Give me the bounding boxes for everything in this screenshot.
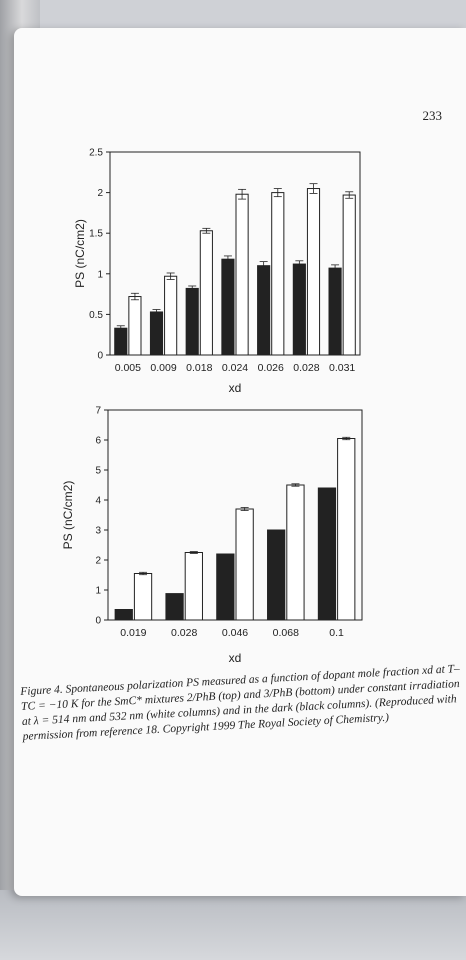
x-axis-label: xd — [229, 381, 242, 395]
bar — [199, 230, 213, 356]
chart-panel-bottom: 0 1 2 3 4 5 6 7 0.019 0.028 0.046 0.068 0.1 xd PS (nC/… — [61, 406, 363, 665]
bar — [271, 192, 285, 356]
y-tick-label: 0.5 — [89, 310, 103, 321]
bar — [184, 552, 203, 621]
bar — [286, 484, 305, 621]
y-tick-label: 4 — [95, 496, 101, 507]
x-tick-label: 0.005 — [115, 362, 141, 374]
bar — [235, 508, 254, 621]
y-tick-label: 7 — [95, 406, 101, 417]
bar — [133, 573, 153, 621]
y-tick-label: 2 — [95, 556, 101, 567]
y-tick-label: 5 — [95, 466, 101, 477]
bar — [267, 529, 286, 621]
page-number: 233 — [422, 108, 443, 123]
bar — [128, 296, 142, 356]
bar — [221, 258, 235, 356]
bar — [328, 267, 342, 356]
y-tick-label: 2 — [97, 188, 103, 199]
y-tick-label: 0 — [95, 616, 101, 627]
bar — [257, 265, 271, 356]
bar — [216, 553, 235, 621]
book-page — [14, 28, 466, 896]
bar — [114, 327, 128, 356]
y-tick-label: 3 — [95, 526, 101, 537]
y-tick-label: 2.5 — [89, 148, 103, 159]
bar — [337, 438, 356, 621]
bar — [235, 193, 249, 356]
bar — [185, 287, 199, 356]
bar — [149, 311, 164, 356]
bar — [165, 593, 184, 621]
y-tick-label: 1 — [97, 269, 103, 280]
bar — [342, 194, 356, 356]
x-tick-label: 0.068 — [273, 627, 299, 639]
x-tick-label: 0.046 — [222, 627, 248, 639]
bar — [317, 487, 337, 621]
bar — [164, 275, 178, 356]
x-tick-label: 0.031 — [329, 362, 355, 374]
plot-frame — [109, 151, 361, 356]
y-tick-label: 0 — [97, 351, 103, 362]
plot-frame — [107, 409, 363, 621]
bar — [114, 609, 133, 621]
x-tick-label: 0.026 — [258, 362, 284, 374]
x-axis-label: xd — [229, 651, 242, 665]
x-tick-label: 0.018 — [186, 362, 212, 374]
table-surface — [0, 890, 466, 960]
bar — [306, 188, 321, 356]
y-tick-label: 6 — [95, 436, 101, 447]
x-tick-label: 0.019 — [120, 627, 146, 639]
x-tick-label: 0.009 — [150, 362, 176, 374]
x-tick-label: 0.1 — [329, 627, 344, 639]
x-tick-label: 0.024 — [222, 362, 248, 374]
bar — [292, 263, 306, 356]
chart-panel-top: 0 0.5 1 1.5 2 2.5 0.005 0.009 0.018 0.024 0.026 0.0… — [73, 148, 361, 395]
x-tick-label: 0.028 — [171, 627, 197, 639]
y-tick-label: 1.5 — [89, 229, 103, 240]
y-axis-label: PS (nC/cm2) — [73, 219, 87, 288]
y-axis-label: PS (nC/cm2) — [61, 481, 75, 550]
x-tick-label: 0.028 — [293, 362, 319, 374]
y-tick-label: 1 — [95, 586, 101, 597]
